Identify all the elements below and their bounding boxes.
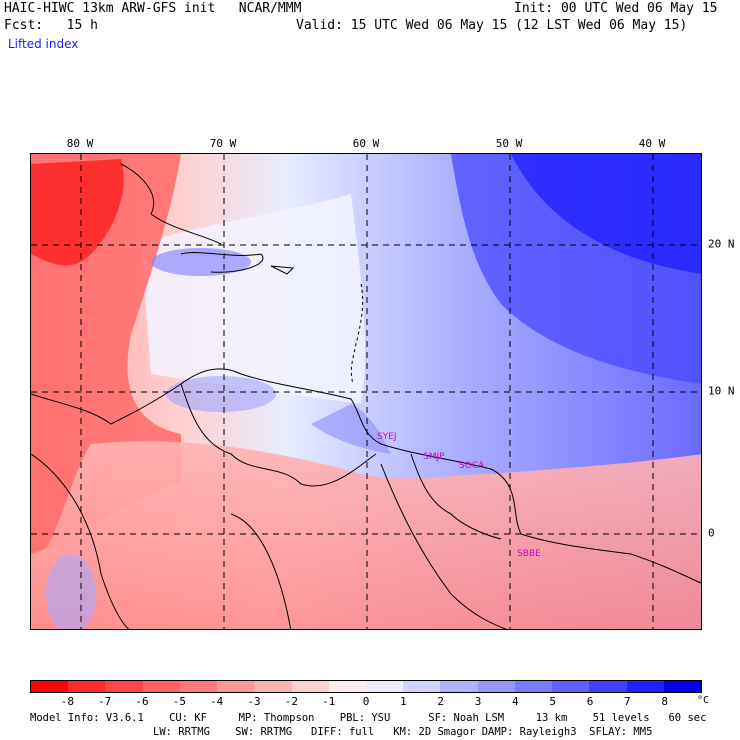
colorbar-cell — [291, 681, 329, 692]
colorbar-tick-label: -5 — [172, 695, 186, 708]
colorbar-cell — [31, 681, 69, 692]
strong-unstable-core — [31, 159, 124, 266]
station-label: SMJP — [423, 452, 445, 462]
coast-pacific — [31, 453, 130, 629]
coast-south-america — [31, 368, 701, 584]
colorbar-tick-label: -1 — [322, 695, 336, 708]
colorbar-cell — [552, 681, 590, 692]
coast-puerto-rico — [270, 265, 295, 275]
colorbar-tick-label: 3 — [474, 695, 482, 708]
colorbar-tick-label: 4 — [512, 695, 519, 708]
colorbar-cell — [179, 681, 218, 692]
coast-lesser-antilles — [350, 283, 364, 385]
lon-label-60w: 60 W — [352, 137, 380, 150]
colorbar-tick-label: -2 — [284, 695, 298, 708]
field-name: Lifted index — [8, 37, 79, 51]
border-colombia-brazil — [230, 513, 292, 629]
lat-label-20n: 20 N — [708, 237, 735, 251]
model-info-line1: Model Info: V3.6.1 CU: KF MP: Thompson P… — [30, 712, 707, 724]
colorbar-tick-label: 2 — [437, 695, 444, 708]
colorbar-cell — [589, 681, 627, 692]
map-canvas — [31, 154, 701, 629]
colorbar-tick-label: 7 — [624, 695, 631, 708]
coastlines — [31, 163, 701, 629]
colorbar-cell — [68, 681, 106, 692]
lat-label-0: 0 — [708, 526, 715, 540]
colorbar-tick-label: -3 — [247, 695, 261, 708]
colorbar — [30, 680, 702, 693]
colorbar-cell — [254, 681, 292, 692]
colorbar-cell — [403, 681, 441, 692]
border-guianas — [410, 453, 502, 540]
colorbar-cell — [217, 681, 255, 692]
colorbar-cell — [328, 681, 366, 692]
colorbar-tick-label: -4 — [210, 695, 224, 708]
colorbar-cell — [440, 681, 478, 692]
blue-pocket-pacific — [46, 554, 96, 629]
neutral-band — [141, 194, 366, 404]
colorbar-tick-label: -6 — [135, 695, 149, 708]
colorbar-tick-label: -7 — [98, 695, 112, 708]
colorbar-cell — [477, 681, 515, 692]
graticule — [31, 154, 701, 629]
border-venezuela — [180, 383, 377, 487]
colorbar-cell — [626, 681, 664, 692]
coast-hispaniola — [180, 252, 264, 273]
station-label: SYEJ — [377, 432, 397, 442]
forecast-hour: Fcst: 15 h — [4, 18, 98, 33]
colorbar-tick-label: 0 — [362, 695, 370, 708]
lifted-index-map — [30, 153, 702, 630]
colorbar-cell — [105, 681, 143, 692]
init-time: Init: 00 UTC Wed 06 May 15 — [514, 1, 718, 16]
lon-label-70w: 70 W — [209, 137, 237, 150]
colorbar-cell — [142, 681, 180, 692]
blue-pocket-hispaniola — [151, 248, 251, 276]
model-title: HAIC-HIWC 13km ARW-GFS init NCAR/MMM — [4, 1, 302, 16]
colorbar-unit: °C — [697, 695, 710, 706]
blue-pocket-venezuela — [166, 376, 276, 412]
colorbar-tick-label: 1 — [400, 695, 407, 708]
colorbar-cell — [365, 681, 404, 692]
colorbar-tick-label: 5 — [549, 695, 556, 708]
colorbar-cell — [514, 681, 553, 692]
station-label: SBBE — [517, 549, 541, 559]
border-brazil-north — [380, 463, 508, 629]
station-label: SOCA — [459, 461, 485, 471]
unstable-region-south — [31, 441, 701, 629]
model-info-line2: LW: RRTMG SW: RRTMG DIFF: full KM: 2D Sm… — [153, 726, 653, 738]
lat-label-10n: 10 N — [708, 384, 735, 398]
lon-label-40w: 40 W — [638, 137, 666, 150]
colorbar-tick-label: -8 — [60, 695, 74, 708]
colorbar-cell — [663, 681, 701, 692]
coast-cuba — [120, 163, 222, 245]
valid-time: Valid: 15 UTC Wed 06 May 15 (12 LST Wed … — [296, 18, 688, 33]
blue-pocket-guiana — [311, 404, 391, 454]
colorbar-tick-label: 8 — [661, 695, 668, 708]
lon-label-50w: 50 W — [495, 137, 523, 150]
lon-label-80w: 80 W — [66, 137, 94, 150]
colorbar-tick-label: 6 — [586, 695, 594, 708]
